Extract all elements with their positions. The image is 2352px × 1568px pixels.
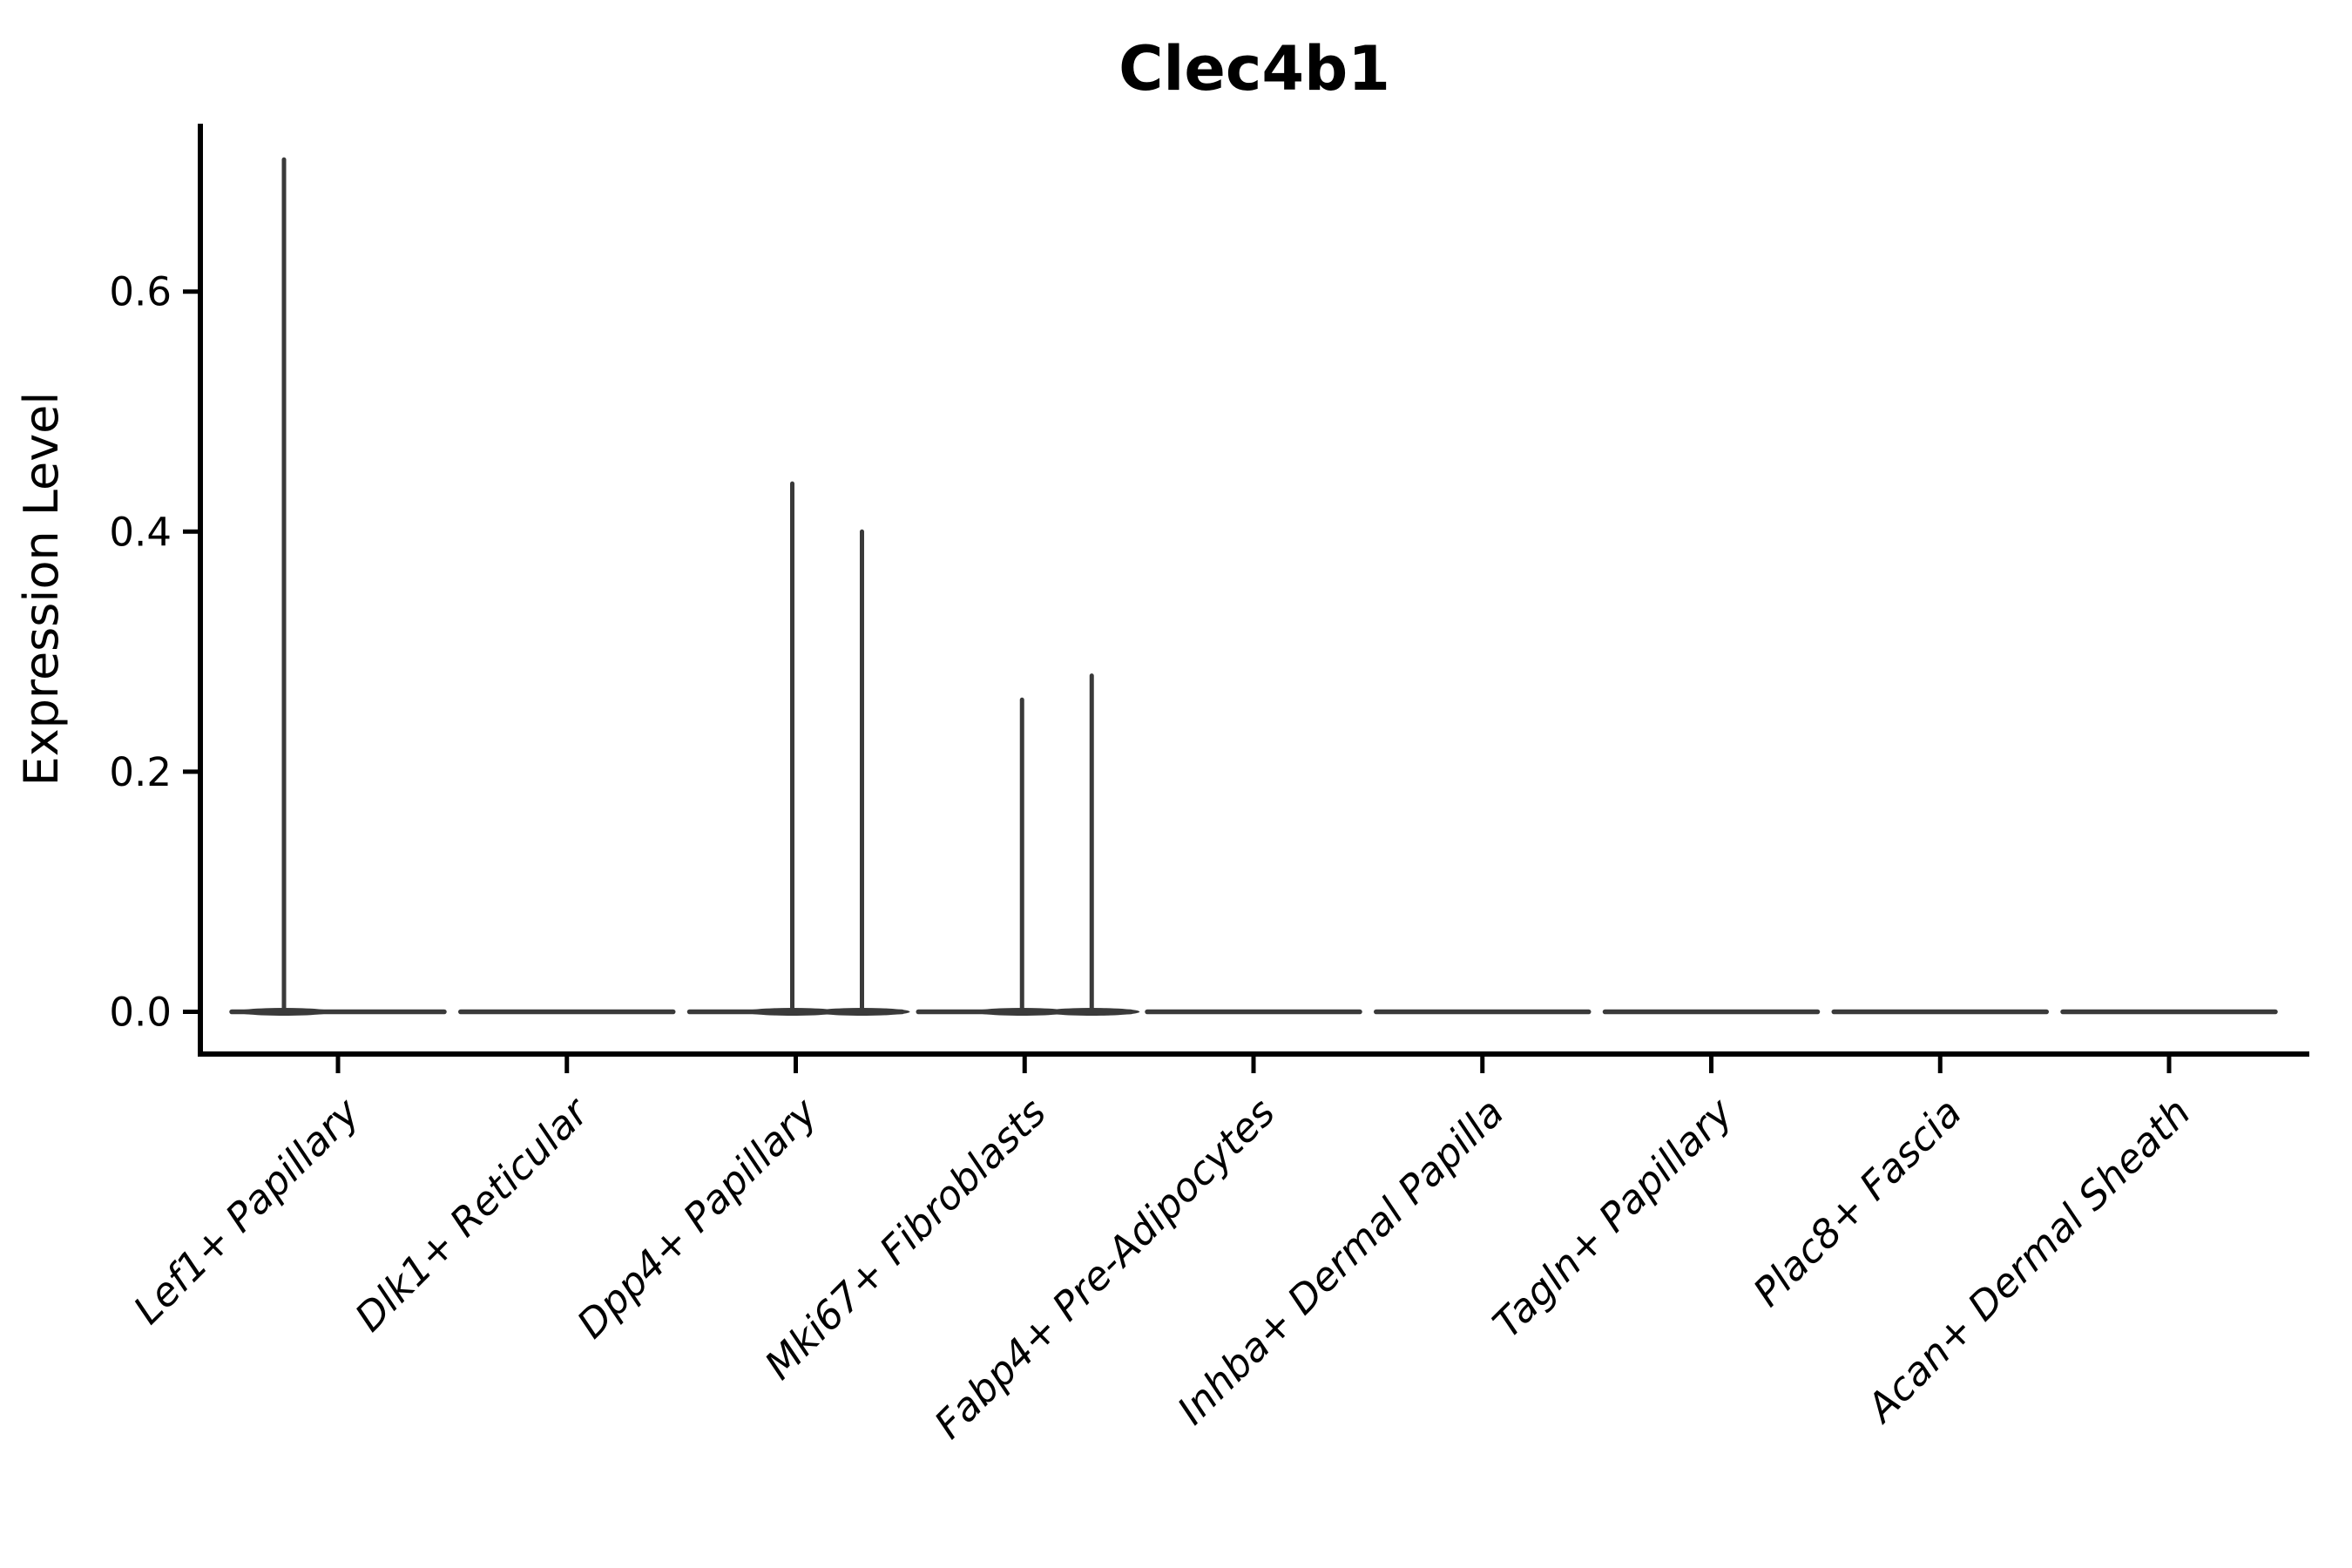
x-tick-label: Dpp4+ Papillary — [568, 1088, 827, 1347]
y-tick-label: 0.2 — [109, 749, 172, 795]
y-tick-label: 0.0 — [109, 990, 172, 1036]
violin — [686, 481, 910, 1016]
y-tick-label: 0.6 — [109, 269, 172, 315]
x-tick-label: Plac8+ Fascia — [1744, 1089, 1970, 1315]
y-tick-label: 0.4 — [109, 509, 172, 555]
chart-title: Clec4b1 — [1119, 33, 1390, 105]
violin — [916, 673, 1140, 1016]
x-tick-label: Lef1+ Papillary — [125, 1088, 369, 1333]
x-tick-label: Tagln+ Papillary — [1484, 1088, 1742, 1347]
y-axis-label: Expression Level — [14, 392, 69, 787]
violin — [229, 157, 447, 1016]
x-tick-label: Dlk1+ Reticular — [346, 1088, 598, 1341]
